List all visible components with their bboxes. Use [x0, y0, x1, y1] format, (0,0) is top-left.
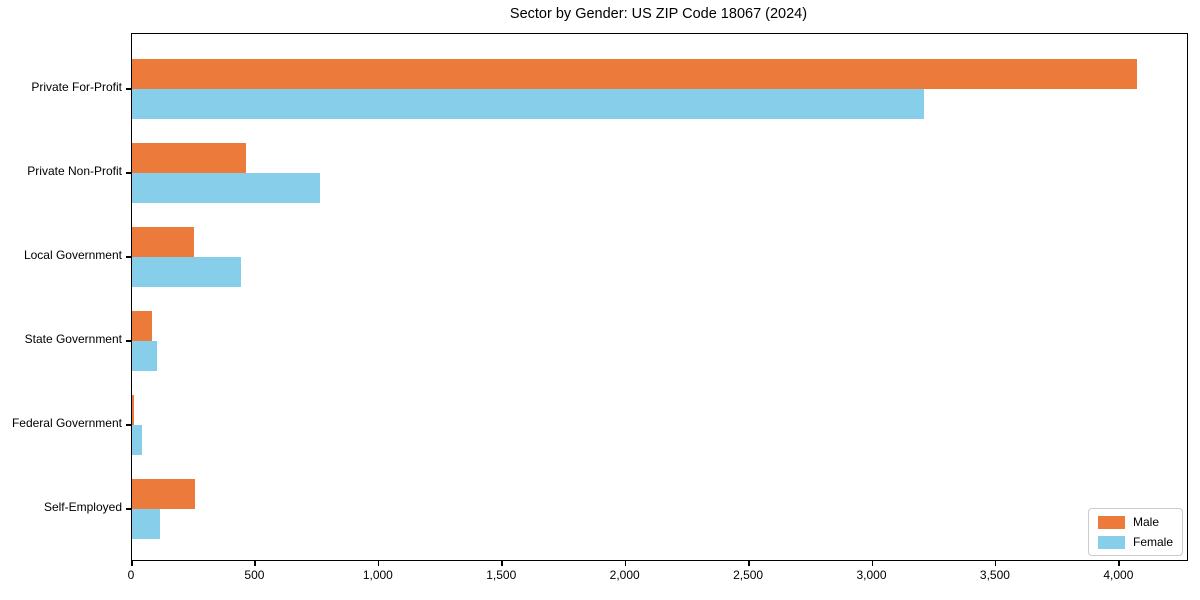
x-tick-label: 3,000 [856, 568, 887, 582]
x-tick-label: 2,000 [609, 568, 640, 582]
y-tick-label: Self-Employed [43, 500, 122, 514]
x-tick-mark [254, 560, 256, 566]
x-tick-mark [748, 560, 750, 566]
x-tick-label: 2,500 [733, 568, 764, 582]
x-tick-mark [377, 560, 380, 566]
x-tick-mark [994, 560, 997, 566]
y-tick-mark [126, 88, 131, 90]
bar-female-6 [132, 509, 161, 539]
x-tick-label: 1,000 [362, 568, 393, 582]
x-tick-mark [871, 560, 874, 566]
x-tick-mark [624, 560, 627, 566]
y-tick-mark [126, 172, 131, 174]
x-tick-label: 0 [127, 568, 135, 582]
y-tick-label: Local Government [23, 248, 122, 262]
y-tick-mark [126, 340, 131, 342]
bar-female-2 [132, 173, 320, 203]
x-tick-label: 1,500 [486, 568, 517, 582]
bar-male-3 [132, 227, 194, 257]
x-tick-mark [501, 560, 503, 566]
legend-label: Male [1132, 515, 1159, 529]
x-tick-label: 3,500 [979, 568, 1010, 582]
y-tick-label: Federal Government [11, 416, 122, 430]
bar-female-1 [132, 89, 925, 119]
x-tick-label: 4,000 [1103, 568, 1134, 582]
y-tick-label: Private Non-Profit [27, 164, 122, 178]
legend-label: Female [1132, 535, 1173, 549]
y-tick-label: Private For-Profit [31, 80, 122, 94]
y-tick-mark [126, 256, 131, 258]
x-tick-label: 500 [244, 568, 265, 582]
x-tick-mark [131, 560, 133, 566]
y-tick-mark [126, 508, 131, 510]
y-tick-mark [126, 424, 131, 426]
x-tick-mark [1118, 560, 1120, 566]
bar-male-6 [132, 479, 195, 509]
bar-female-3 [132, 257, 241, 287]
legend-swatch-male [1097, 515, 1125, 529]
chart-title: Sector by Gender: US ZIP Code 18067 (202… [509, 6, 808, 22]
bars-layer [132, 34, 1187, 560]
legend: Male Female [1087, 508, 1183, 556]
bar-female-5 [132, 425, 142, 455]
legend-swatch-female [1097, 535, 1125, 549]
legend-item-male: Male [1097, 515, 1173, 529]
bar-male-4 [132, 311, 152, 341]
bar-male-5 [132, 395, 134, 425]
bar-female-4 [132, 341, 157, 371]
plot-area: Male Female [131, 33, 1188, 561]
bar-male-1 [132, 59, 1137, 89]
legend-item-female: Female [1097, 535, 1173, 549]
bar-male-2 [132, 143, 246, 173]
y-tick-label: State Government [24, 332, 122, 346]
